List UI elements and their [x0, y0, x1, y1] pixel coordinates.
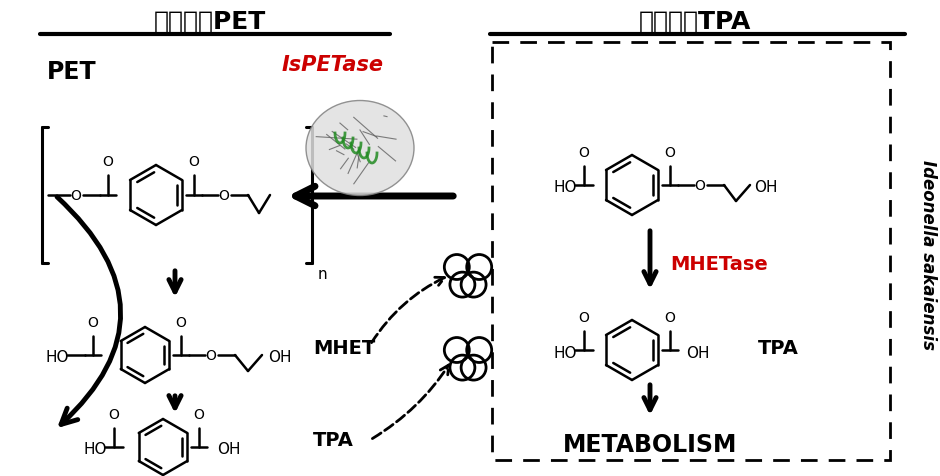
Text: OH: OH: [754, 180, 777, 196]
Text: PET: PET: [47, 60, 97, 84]
Text: OH: OH: [268, 350, 291, 366]
Text: O: O: [194, 408, 204, 422]
Text: MHET: MHET: [313, 338, 375, 357]
Text: METABOLISM: METABOLISM: [563, 433, 737, 457]
Text: HO: HO: [45, 350, 69, 366]
Text: O: O: [87, 316, 99, 330]
Text: O: O: [176, 316, 186, 330]
Text: Ideonella sakaiensis: Ideonella sakaiensis: [919, 160, 937, 350]
Text: O: O: [206, 349, 216, 363]
Text: 胞外分解PET: 胞外分解PET: [154, 10, 266, 34]
Text: O: O: [108, 408, 119, 422]
Text: O: O: [665, 146, 676, 160]
Text: IsPETase: IsPETase: [282, 55, 384, 75]
Text: O: O: [695, 179, 705, 193]
Text: HO: HO: [84, 443, 107, 457]
Text: TPA: TPA: [313, 430, 353, 449]
Text: n: n: [318, 267, 328, 282]
Text: MHETase: MHETase: [670, 256, 768, 275]
Ellipse shape: [306, 100, 414, 196]
Text: O: O: [665, 311, 676, 325]
Text: OH: OH: [686, 346, 710, 360]
Text: O: O: [70, 189, 82, 203]
Text: O: O: [578, 146, 589, 160]
Text: OH: OH: [217, 443, 241, 457]
Text: O: O: [578, 311, 589, 325]
Text: O: O: [102, 155, 114, 169]
Text: TPA: TPA: [758, 338, 799, 357]
Text: HO: HO: [554, 346, 577, 360]
Text: HO: HO: [554, 180, 577, 196]
Text: O: O: [189, 155, 199, 169]
Text: O: O: [219, 189, 229, 203]
Text: 胞内代谢TPA: 胞内代谢TPA: [639, 10, 751, 34]
